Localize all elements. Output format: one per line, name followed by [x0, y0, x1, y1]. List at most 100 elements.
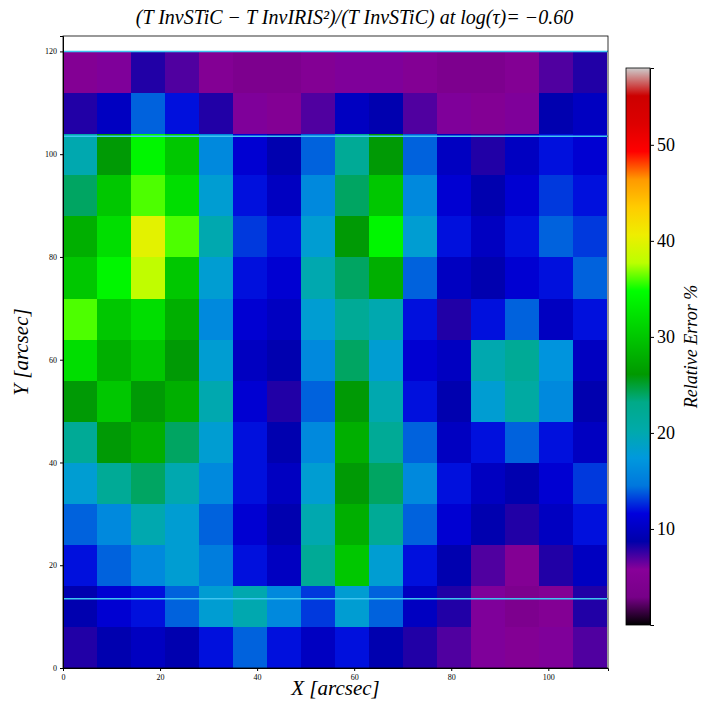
- tick-mark: [354, 668, 355, 671]
- heat-cell: [131, 586, 165, 628]
- heat-cell: [539, 93, 573, 135]
- tick: 120: [45, 47, 63, 56]
- heat-cell: [403, 627, 437, 668]
- chart: 020406080100020406080100120X [arcsec]Y […: [0, 0, 709, 703]
- heat-cell: [267, 421, 301, 463]
- heat-cell: [573, 93, 607, 135]
- tick: 100: [543, 668, 555, 682]
- heat-cell: [403, 257, 437, 299]
- heat-cell: [437, 627, 471, 668]
- heat-cell: [573, 298, 607, 340]
- heat-cell: [233, 51, 267, 93]
- axis-line: [64, 669, 609, 672]
- heat-cell: [165, 216, 199, 258]
- tick: 100: [45, 150, 63, 159]
- heat-cell: [165, 257, 199, 299]
- tick-label: 40: [49, 459, 57, 468]
- heat-cell: [437, 51, 471, 93]
- heat-cell: [165, 627, 199, 668]
- colorbar: [626, 68, 650, 625]
- axis-line: [651, 69, 655, 626]
- heat-cell: [471, 627, 505, 668]
- heat-cell: [233, 627, 267, 668]
- heat-cell: [199, 380, 233, 422]
- tick-label: 120: [45, 47, 57, 56]
- heat-cell: [267, 216, 301, 258]
- heat-cell: [267, 504, 301, 546]
- heat-cell: [97, 134, 131, 176]
- heat-cell: [165, 586, 199, 628]
- heat-cell: [267, 257, 301, 299]
- heat-cell: [505, 421, 539, 463]
- heat-cell: [505, 298, 539, 340]
- heat-cell: [369, 504, 403, 546]
- heat-cell: [165, 175, 199, 217]
- heat-cell: [63, 421, 97, 463]
- heat-cell: [301, 627, 335, 668]
- tick-mark: [60, 257, 63, 258]
- y-axis-title: Y [arcsec]: [9, 308, 33, 395]
- colorbar-title: Relative Error %: [681, 285, 701, 409]
- heat-cell: [573, 257, 607, 299]
- heat-cell: [63, 298, 97, 340]
- heat-cell: [199, 175, 233, 217]
- tick: 20: [650, 423, 675, 443]
- heat-cell: [233, 545, 267, 587]
- heat-cell: [97, 298, 131, 340]
- heat-cell: [471, 51, 505, 93]
- heat-cell: [301, 298, 335, 340]
- heat-cell: [505, 51, 539, 93]
- heat-cell: [165, 421, 199, 463]
- tick: 80: [49, 253, 63, 262]
- cells: [63, 51, 608, 668]
- heat-cell: [301, 93, 335, 135]
- heat-cell: [471, 421, 505, 463]
- tick-mark: [650, 337, 654, 338]
- heat-cell: [199, 421, 233, 463]
- heat-cell: [403, 51, 437, 93]
- heat-cell: [63, 462, 97, 504]
- tick-label: 30: [657, 327, 675, 347]
- heat-cell: [199, 298, 233, 340]
- heat-cell: [233, 462, 267, 504]
- heat-cell: [165, 504, 199, 546]
- heat-cell: [335, 339, 369, 381]
- heat-cell: [437, 216, 471, 258]
- heat-cell: [131, 257, 165, 299]
- heat-cell: [301, 51, 335, 93]
- heat-cell: [301, 504, 335, 546]
- heat-cell: [131, 627, 165, 668]
- heat-cell: [233, 586, 267, 628]
- heat-cell: [233, 339, 267, 381]
- heat-cell: [505, 93, 539, 135]
- heat-cell: [573, 380, 607, 422]
- heat-cell: [505, 586, 539, 628]
- tick-label: 40: [657, 231, 675, 251]
- heat-cell: [573, 421, 607, 463]
- heat-cell: [199, 462, 233, 504]
- heat-cell: [403, 504, 437, 546]
- heat-cell: [199, 134, 233, 176]
- heat-cell: [369, 627, 403, 668]
- heat-cell: [539, 298, 573, 340]
- tick-mark: [60, 462, 63, 463]
- tick-label: 0: [62, 673, 66, 682]
- heat-cell: [97, 93, 131, 135]
- heat-cell: [539, 380, 573, 422]
- colorbar-axis: 1020304050: [650, 69, 675, 626]
- heat-cell: [131, 298, 165, 340]
- heat-cell: [97, 545, 131, 587]
- heat-cell: [233, 504, 267, 546]
- heat-cell: [539, 134, 573, 176]
- title: (T InvSTiC − T InvIRIS²)/(T InvSTiC) at …: [136, 6, 574, 29]
- heat-cell: [403, 545, 437, 587]
- tick-label: 20: [657, 423, 675, 443]
- heat-cell: [335, 51, 369, 93]
- heat-cell: [505, 175, 539, 217]
- heat-cell: [63, 216, 97, 258]
- heat-cell: [267, 627, 301, 668]
- heat-cell: [505, 380, 539, 422]
- heat-cell: [437, 545, 471, 587]
- tick-label: 80: [448, 673, 456, 682]
- heat-cell: [97, 175, 131, 217]
